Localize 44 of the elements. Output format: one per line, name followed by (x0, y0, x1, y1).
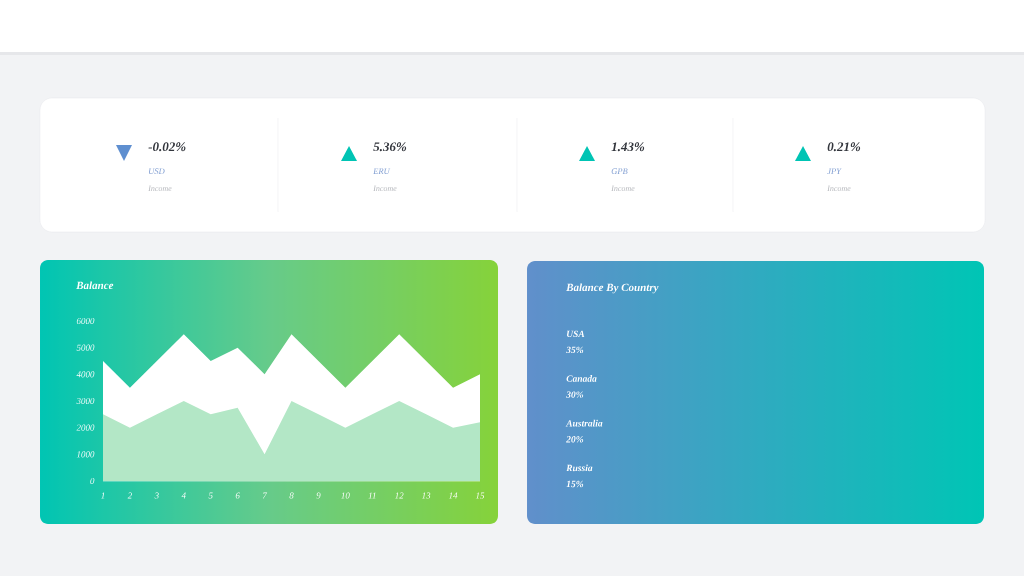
x-tick-label: 9 (316, 492, 321, 499)
x-tick-label: 14 (448, 492, 458, 499)
text: Income (373, 185, 397, 192)
data-label: 5.36% (373, 142, 407, 152)
y-tick-label: 3000 (76, 397, 95, 405)
data-label: 0.21% (827, 142, 861, 152)
x-tick-label: 5 (208, 492, 213, 499)
text: 35% (566, 346, 584, 354)
text: 30% (566, 391, 584, 398)
category-label: USD (148, 168, 165, 175)
y-tick-label: 4000 (76, 371, 95, 378)
y-tick-label: 0 (90, 477, 95, 485)
category-label: ERU (373, 168, 391, 175)
x-tick-label: 10 (341, 492, 350, 499)
category-label: GPB (611, 168, 628, 175)
category-label: JPY (827, 168, 842, 175)
x-tick-label: 8 (289, 492, 294, 499)
category-label: Australia (565, 419, 603, 427)
category-label: Russia (566, 464, 593, 472)
x-tick-label: 2 (127, 492, 132, 499)
x-tick-label: 13 (421, 492, 431, 499)
data-label: 1.43% (611, 142, 645, 152)
x-tick-label: 6 (235, 492, 240, 499)
text: Income (148, 185, 172, 192)
x-tick-label: 12 (395, 492, 404, 499)
text: 15% (566, 480, 584, 488)
y-tick-label: 6000 (76, 317, 95, 325)
x-tick-label: 1 (101, 492, 105, 499)
category-label: USA (566, 330, 585, 338)
text: Balance By Country (566, 283, 659, 294)
x-tick-label: 4 (181, 492, 186, 499)
x-tick-label: 11 (368, 492, 376, 499)
x-tick-label: 15 (475, 492, 485, 499)
y-tick-label: 2000 (76, 424, 95, 431)
x-tick-label: 7 (262, 492, 268, 499)
y-tick-label: 5000 (76, 344, 95, 351)
chart-title: Balance (76, 281, 114, 290)
category-label: Canada (566, 375, 597, 382)
text: Income (611, 185, 635, 192)
y-tick-label: 1000 (76, 451, 95, 458)
text: Income (827, 185, 851, 192)
x-tick-label: 3 (154, 492, 159, 499)
data-label: -0.02% (148, 142, 186, 152)
text: 20% (566, 436, 584, 443)
